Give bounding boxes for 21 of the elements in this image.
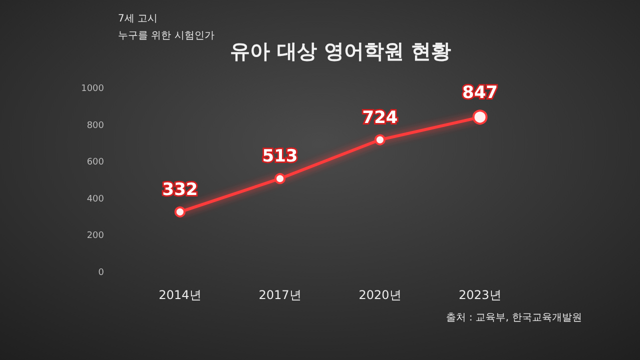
x-tick-label: 2017년	[258, 288, 302, 302]
data-label: 513	[262, 146, 298, 167]
x-tick-label: 2020년	[358, 288, 402, 302]
chart-title: 유아 대상 영어학원 현황	[230, 39, 451, 63]
point	[274, 173, 286, 184]
y-tick-label: 200	[86, 231, 104, 242]
text: 7세 고시	[118, 14, 158, 24]
source-note: 출처 : 교육부, 한국교육개발원	[446, 312, 582, 324]
text: 누구를 위한 시험인가	[118, 30, 214, 42]
y-tick-label: 400	[86, 194, 104, 204]
y-tick-label: 600	[86, 158, 104, 168]
y-tick-label: 800	[86, 120, 104, 131]
x-tick-label: 2014년	[158, 288, 202, 302]
x-tick-label: 2023년	[458, 288, 502, 302]
point	[174, 206, 186, 218]
y-tick-label: 1000	[81, 84, 104, 94]
data-label: 332	[162, 180, 198, 200]
data-label: 724	[362, 108, 398, 128]
point	[374, 134, 386, 146]
y-tick-label: 0	[98, 268, 104, 278]
data-label: 847	[462, 83, 498, 104]
